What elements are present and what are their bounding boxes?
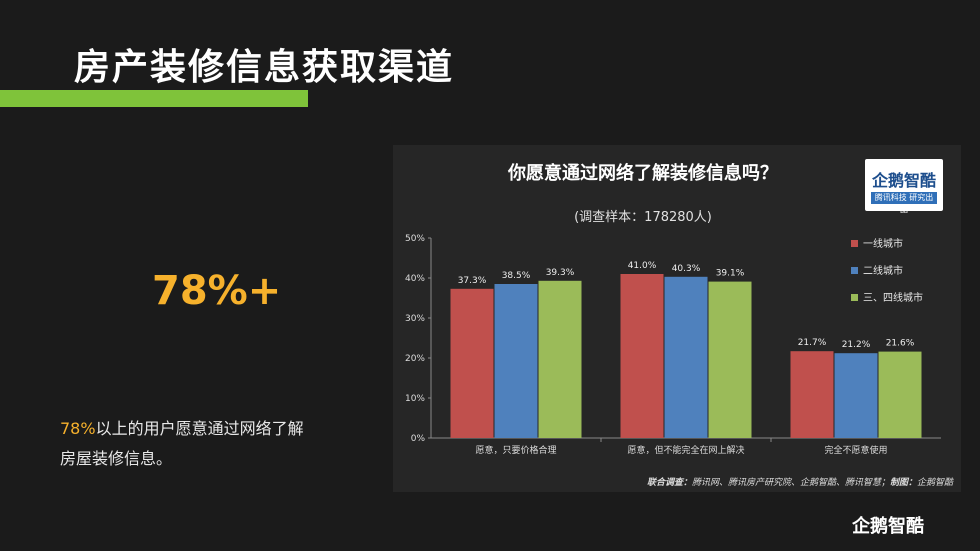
data-label: 37.3% xyxy=(458,276,487,286)
x-tick-label: 完全不愿意使用 xyxy=(824,444,887,456)
description-highlight: 78% xyxy=(60,419,96,438)
brand-logo-text: 企鹅智酷 xyxy=(871,171,936,190)
x-tick-label: 愿意，但不能完全在网上解决 xyxy=(627,444,744,456)
description: 78%以上的用户愿意通过网络了解房屋装修信息。 xyxy=(60,414,310,474)
data-label: 39.3% xyxy=(546,268,575,278)
brand-logo-subtext: 腾讯科技 研究出品 xyxy=(871,192,937,214)
legend-label: 一线城市 xyxy=(863,237,903,250)
y-tick-label: 10% xyxy=(405,394,425,404)
bar xyxy=(878,351,922,438)
chart-subtitle: (调查样本：178280人) xyxy=(574,210,712,225)
legend-label: 三、四线城市 xyxy=(863,291,923,304)
bar-chart: 0% 10% 20% 30% 40% 50% 37.3% 38.5% 39.3% 愿意，只要价格合… xyxy=(405,234,941,456)
chart-title: 你愿意通过网络了解装修信息吗？ xyxy=(508,163,778,184)
bar xyxy=(664,276,708,438)
data-label: 21.7% xyxy=(798,338,827,348)
legend-label: 二线城市 xyxy=(863,264,903,277)
data-label: 21.6% xyxy=(886,339,915,349)
legend-swatch xyxy=(851,240,858,247)
data-label: 21.2% xyxy=(842,340,871,350)
source-note: 联合调查：腾讯网、腾讯房产研究院、企鹅智酷、腾讯智慧；制图：企鹅智酷 xyxy=(647,475,953,488)
y-tick-label: 20% xyxy=(405,354,425,364)
legend-swatch xyxy=(851,294,858,301)
legend-swatch xyxy=(851,267,858,274)
y-tick-label: 40% xyxy=(405,274,425,284)
title-accent-bar xyxy=(0,90,308,107)
source-label-2: 制图： xyxy=(889,478,917,488)
source-text-2: 企鹅智酷 xyxy=(916,478,953,488)
y-tick-label: 50% xyxy=(405,234,425,244)
source-label: 联合调查： xyxy=(646,478,692,488)
data-label: 38.5% xyxy=(502,271,531,281)
bar xyxy=(494,284,538,438)
data-label: 40.3% xyxy=(672,264,701,274)
bar xyxy=(708,281,752,438)
data-label: 39.1% xyxy=(716,269,745,279)
big-stat: 78%+ xyxy=(152,268,282,314)
bar xyxy=(538,280,582,438)
description-text: 以上的用户愿意通过网络了解房屋装修信息。 xyxy=(60,419,304,468)
footer-logo: 企鹅智酷 xyxy=(852,516,924,537)
y-tick-label: 0% xyxy=(411,434,426,444)
x-tick-label: 愿意，只要价格合理 xyxy=(475,444,556,456)
bar xyxy=(834,353,878,438)
bar xyxy=(790,351,834,438)
source-text: 腾讯网、腾讯房产研究院、企鹅智酷、腾讯智慧； xyxy=(691,478,890,488)
brand-logo: 企鹅智酷 腾讯科技 研究出品 xyxy=(865,159,943,214)
page-title: 房产装修信息获取渠道 xyxy=(74,47,455,88)
bar xyxy=(450,288,494,438)
y-tick-label: 30% xyxy=(405,314,425,324)
bar xyxy=(620,274,664,438)
chart-panel: 你愿意通过网络了解装修信息吗？ (调查样本：178280人) 企鹅智酷 腾讯科技… xyxy=(393,145,961,492)
data-label: 41.0% xyxy=(628,261,657,271)
